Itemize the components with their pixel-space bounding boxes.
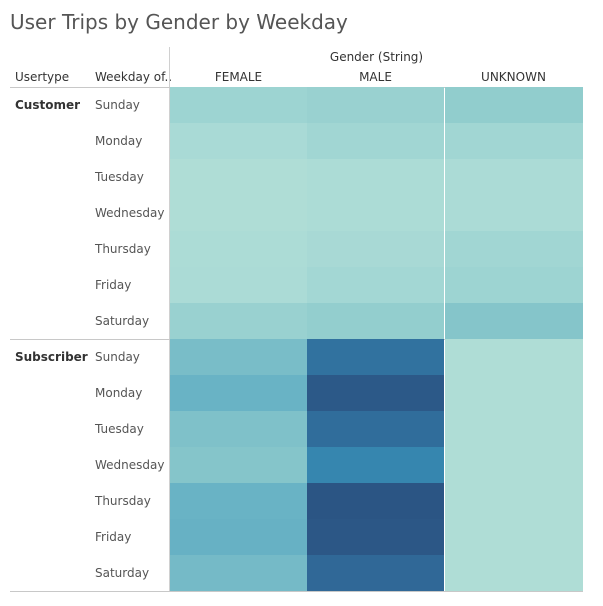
column-header-male: MALE bbox=[359, 70, 392, 84]
weekday-label: Sunday bbox=[95, 350, 140, 364]
row-header-usertype: Usertype bbox=[15, 70, 70, 84]
heatmap-cell[interactable] bbox=[170, 195, 307, 231]
heatmap-cell[interactable] bbox=[170, 483, 307, 519]
heatmap-cell[interactable] bbox=[307, 447, 444, 483]
usertype-label: Subscriber bbox=[15, 350, 88, 364]
heatmap-cell[interactable] bbox=[445, 447, 583, 483]
usertype-label: Customer bbox=[15, 98, 81, 112]
heatmap-cell[interactable] bbox=[445, 375, 583, 411]
column-header-female: FEMALE bbox=[214, 70, 263, 84]
heatmap-cell[interactable] bbox=[170, 87, 307, 123]
weekday-label: Friday bbox=[95, 278, 132, 292]
weekday-label: Saturday bbox=[95, 566, 150, 580]
heatmap-cell[interactable] bbox=[170, 267, 307, 303]
heatmap-cell[interactable] bbox=[170, 519, 307, 555]
heatmap-cell[interactable] bbox=[307, 555, 444, 591]
heatmap-cell[interactable] bbox=[445, 411, 583, 447]
heatmap-cell[interactable] bbox=[170, 339, 307, 375]
heatmap-cell[interactable] bbox=[170, 375, 307, 411]
heatmap-cell[interactable] bbox=[170, 123, 307, 159]
heatmap-cell[interactable] bbox=[445, 195, 583, 231]
weekday-label: Tuesday bbox=[95, 170, 144, 184]
heatmap-cell[interactable] bbox=[445, 159, 583, 195]
column-header-unknown: UNKNOWN bbox=[481, 70, 546, 84]
heatmap-cell[interactable] bbox=[445, 87, 583, 123]
heatmap-cell[interactable] bbox=[307, 231, 444, 267]
weekday-label: Thursday bbox=[95, 494, 151, 508]
heatmap-cell[interactable] bbox=[307, 375, 444, 411]
heatmap-cell[interactable] bbox=[170, 411, 307, 447]
heatmap-cell[interactable] bbox=[307, 411, 444, 447]
heatmap-cell[interactable] bbox=[445, 303, 583, 339]
heatmap-cell[interactable] bbox=[307, 483, 444, 519]
heatmap-cell[interactable] bbox=[307, 159, 444, 195]
heatmap-cell[interactable] bbox=[170, 303, 307, 339]
weekday-label: Tuesday bbox=[95, 422, 144, 436]
row-header-weekday: Weekday of.. bbox=[95, 70, 173, 84]
heatmap-cell[interactable] bbox=[170, 447, 307, 483]
weekday-label: Wednesday bbox=[95, 206, 165, 220]
heatmap-cell[interactable] bbox=[445, 267, 583, 303]
heatmap-cell[interactable] bbox=[307, 339, 444, 375]
weekday-label: Saturday bbox=[95, 314, 150, 328]
weekday-label: Monday bbox=[95, 386, 143, 400]
weekday-label: Monday bbox=[95, 134, 143, 148]
heatmap-cell[interactable] bbox=[170, 159, 307, 195]
weekday-label: Thursday bbox=[95, 242, 151, 256]
bottom-divider bbox=[10, 591, 583, 592]
heatmap-cell[interactable] bbox=[445, 519, 583, 555]
heatmap-cell[interactable] bbox=[445, 231, 583, 267]
heatmap-cell[interactable] bbox=[445, 483, 583, 519]
heatmap-cell[interactable] bbox=[445, 339, 583, 375]
heatmap-cell[interactable] bbox=[445, 123, 583, 159]
heatmap-cell[interactable] bbox=[307, 267, 444, 303]
weekday-label: Wednesday bbox=[95, 458, 165, 472]
heatmap-cell[interactable] bbox=[170, 231, 307, 267]
heatmap-cell[interactable] bbox=[307, 303, 444, 339]
heatmap-cell[interactable] bbox=[307, 87, 444, 123]
chart-title: User Trips by Gender by Weekday bbox=[10, 10, 348, 34]
heatmap-cell[interactable] bbox=[307, 519, 444, 555]
column-group-label: Gender (String) bbox=[329, 50, 424, 64]
weekday-label: Sunday bbox=[95, 98, 140, 112]
heatmap-cell[interactable] bbox=[445, 555, 583, 591]
heatmap-cell[interactable] bbox=[307, 195, 444, 231]
heatmap-cell[interactable] bbox=[170, 555, 307, 591]
heatmap-cell[interactable] bbox=[307, 123, 444, 159]
weekday-label: Friday bbox=[95, 530, 132, 544]
header-divider bbox=[169, 47, 170, 591]
